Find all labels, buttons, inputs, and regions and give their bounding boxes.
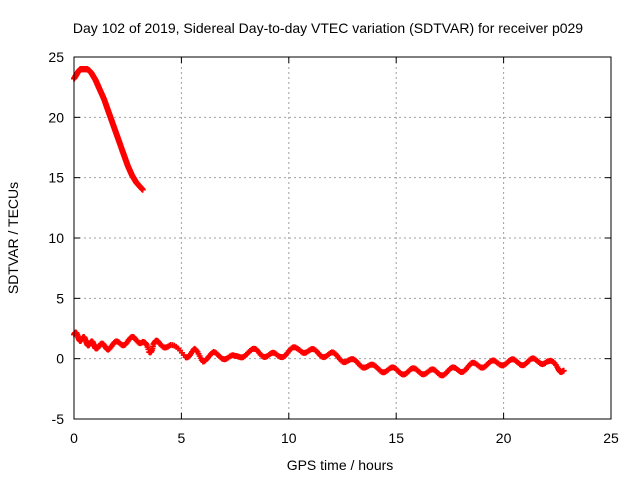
series-1 <box>71 329 567 379</box>
grid-lines <box>74 57 611 419</box>
plot-frame <box>73 56 612 420</box>
y-tick-label: 0 <box>56 351 64 367</box>
x-tick-label: 20 <box>496 430 512 446</box>
x-tick-label: 0 <box>70 430 78 446</box>
y-tick-label: 5 <box>56 290 64 306</box>
data-point <box>139 186 146 193</box>
x-axis-label: GPS time / hours <box>287 457 394 473</box>
y-tick-label: 20 <box>48 109 64 125</box>
x-tick-label: 10 <box>281 430 297 446</box>
chart-title: Day 102 of 2019, Sidereal Day-to-day VTE… <box>73 20 583 36</box>
y-tick-label: 10 <box>48 230 64 246</box>
y-axis-label: SDTVAR / TECUs <box>5 182 21 294</box>
y-tick-label: 15 <box>48 170 64 186</box>
data-points <box>71 66 567 379</box>
y-tick-label: -5 <box>52 411 65 427</box>
x-tick-label: 15 <box>388 430 404 446</box>
x-tick-label: 25 <box>603 430 619 446</box>
axis-ticks: 0 5 10 15 20 25 -5 0 5 10 15 20 25 <box>48 49 619 446</box>
data-point <box>560 367 567 374</box>
series-0 <box>71 66 146 193</box>
x-tick-label: 5 <box>178 430 186 446</box>
y-tick-label: 25 <box>48 49 64 65</box>
